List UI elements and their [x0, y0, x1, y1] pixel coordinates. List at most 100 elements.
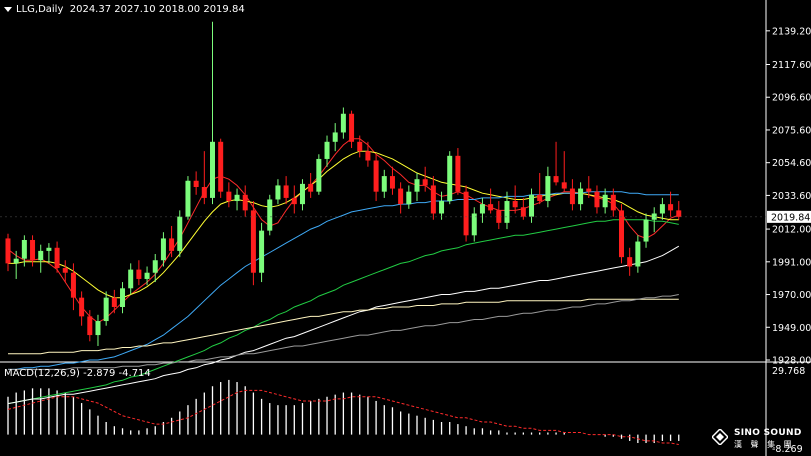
candle-body	[201, 187, 207, 198]
candle-body	[496, 210, 502, 223]
candle-body	[447, 155, 453, 202]
candle-body	[676, 210, 682, 217]
candle-body	[586, 188, 592, 192]
candle-body	[250, 210, 256, 273]
candle-body	[169, 238, 175, 251]
price-axis: 2139.20 2117.60 2096.60 2075.60 2054.60 2033.…	[0, 26, 811, 367]
candle-body	[488, 204, 494, 211]
candle-body	[267, 199, 273, 231]
candle-body	[259, 230, 265, 273]
candle-body	[627, 257, 633, 267]
candle-body	[659, 204, 665, 214]
candles	[5, 21, 682, 346]
candle-body	[349, 113, 355, 142]
candle-body	[38, 250, 44, 261]
candle-body	[414, 179, 420, 192]
candle-body	[439, 201, 445, 214]
candle-body	[365, 151, 371, 161]
candle-body	[234, 194, 240, 202]
candle-body	[120, 288, 126, 308]
candle-body	[242, 194, 248, 211]
candle-body	[332, 132, 338, 142]
macd-signal-line	[7, 389, 679, 445]
candle-body	[520, 207, 526, 217]
ma-line-white	[7, 245, 680, 405]
macd-top-label: 29.768	[772, 366, 805, 377]
candle-body	[46, 247, 52, 251]
price-tick-label: 1991.00	[772, 257, 811, 268]
candle-body	[185, 180, 191, 217]
candle-body	[537, 194, 543, 202]
candle-body	[381, 176, 387, 192]
candle-body	[373, 160, 379, 192]
ohlc-values: 2024.37 2027.10 2018.00 2019.84	[69, 4, 245, 15]
candle-body	[578, 188, 584, 205]
candle-body	[668, 204, 674, 211]
dropdown-triangle-icon[interactable]	[4, 6, 12, 12]
candle-body	[594, 191, 600, 208]
candle-body	[569, 188, 575, 205]
current-price-box	[767, 210, 811, 223]
candle-body	[210, 141, 215, 198]
macd-panel	[7, 379, 680, 445]
candle-body	[398, 188, 404, 205]
candle-body	[479, 204, 485, 214]
candle-body	[54, 247, 60, 269]
candle-body	[308, 183, 314, 192]
candle-body	[561, 182, 567, 189]
candle-body	[422, 179, 428, 186]
candle-body	[389, 176, 395, 189]
candle-body	[103, 297, 109, 322]
logo-diamond-icon	[712, 429, 728, 445]
candle-body	[316, 158, 322, 192]
candle-body	[144, 272, 150, 279]
current-price-label: 2019.84	[771, 212, 810, 223]
price-tick-label: 2139.20	[772, 26, 811, 37]
candle-body	[13, 258, 19, 264]
candle-body	[635, 241, 641, 267]
candle-body	[226, 191, 232, 202]
price-tick-label: 2033.60	[772, 191, 811, 202]
candle-body	[193, 180, 199, 187]
candle-body	[406, 191, 412, 205]
candle-body	[128, 269, 134, 289]
candle-body	[610, 194, 616, 211]
candle-body	[30, 239, 36, 261]
candle-body	[299, 183, 305, 205]
candle-body	[95, 321, 101, 336]
macd-bottom-label: -8.269	[772, 444, 803, 455]
candle-body	[291, 197, 297, 205]
candle-body	[324, 141, 330, 159]
price-tick-label: 1970.00	[772, 290, 811, 301]
candle-body	[651, 213, 657, 220]
candle-body	[545, 176, 551, 202]
candle-body	[21, 239, 27, 259]
candle-body	[553, 176, 559, 183]
price-tick-label: 2117.60	[772, 60, 811, 71]
candle-body	[643, 219, 649, 242]
symbol-label: LLG,Daily	[16, 4, 64, 15]
candle-body	[463, 191, 469, 236]
price-tick-label: 1928.00	[772, 356, 811, 367]
candle-body	[218, 141, 224, 192]
sino-sound-logo: SINO SOUND 漢 聲 集 團	[712, 427, 804, 451]
ma-line-red	[7, 138, 679, 324]
chart-header: LLG,Daily 2024.37 2027.10 2018.00 2019.8…	[4, 4, 245, 15]
candle-body	[504, 201, 510, 223]
candle-body	[136, 269, 142, 279]
candle-body	[5, 238, 11, 264]
candle-body	[111, 297, 117, 308]
candle-body	[512, 201, 518, 208]
candle-body	[87, 316, 93, 336]
candle-body	[619, 210, 624, 258]
candle-body	[430, 185, 436, 214]
candle-body	[455, 155, 461, 192]
ma-line-cream	[8, 298, 679, 355]
price-tick-label: 2012.00	[772, 225, 811, 236]
price-tick-label: 2054.60	[772, 158, 811, 169]
candle-body	[357, 141, 363, 152]
moving-averages	[7, 138, 680, 405]
ma-line-blue	[8, 191, 679, 370]
